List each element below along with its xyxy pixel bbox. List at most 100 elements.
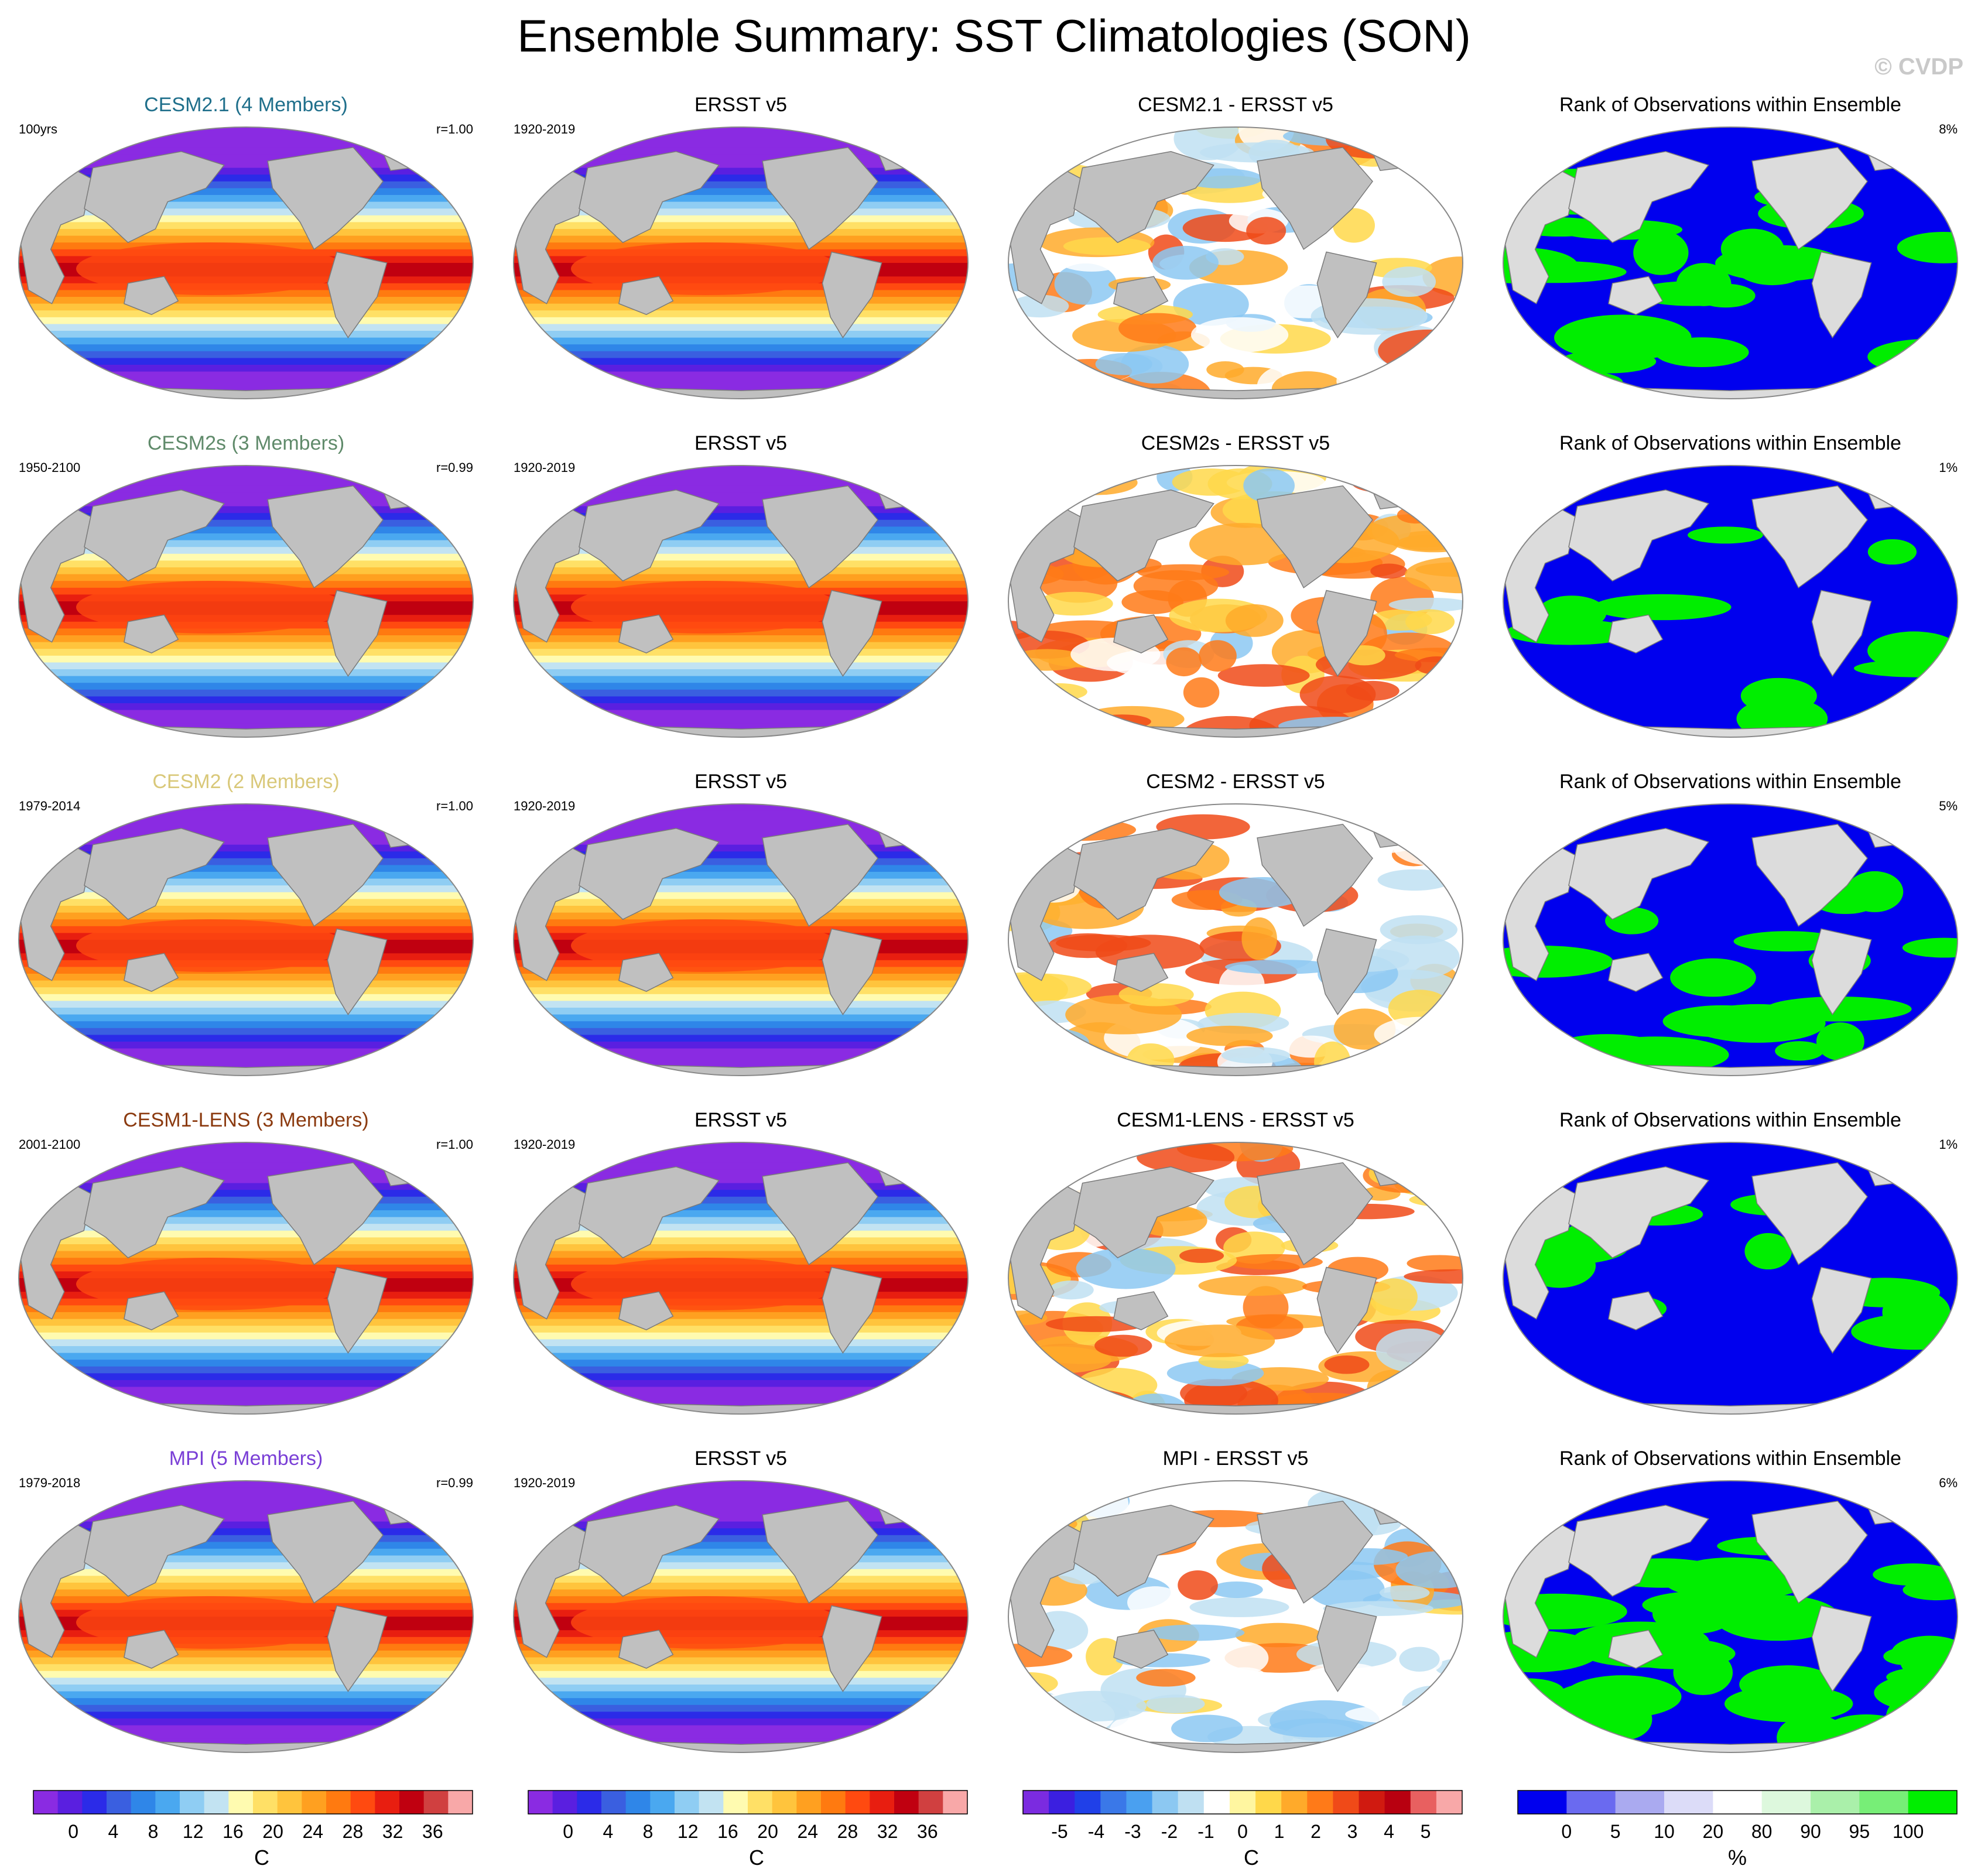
colorbar-tick-label: -4 [1087,1821,1105,1842]
map-outline [1008,465,1463,738]
sst-band [514,235,968,244]
landmass [1113,1291,1169,1331]
colorbar-swatch [1566,1791,1616,1814]
rank-high-region [1633,281,1751,306]
sst-band [514,655,968,663]
landmass [579,1505,720,1597]
diff-panel-title: CESM2.1 - ERSST v5 [1138,94,1333,116]
rank-high-region [1897,231,1958,263]
sst-band [514,1360,968,1367]
sst-band [19,1481,473,1488]
sst-band [19,1657,473,1665]
bias-blob [1418,1358,1463,1391]
sst-band [514,1237,968,1245]
colorbar-tick-label: 36 [422,1821,443,1842]
bias-blob [1225,604,1284,637]
bias-blob [1388,222,1463,250]
colorbar-swatch [1049,1791,1075,1814]
bias-blob [1198,1275,1307,1296]
colorbar-swatch [326,1791,351,1814]
rank-high-region [1633,230,1689,275]
sst-band [514,317,968,325]
colorbar-tick-label: 12 [182,1821,204,1842]
colorbar-tick-label: -2 [1161,1821,1178,1842]
panel-diff-row4: CESM1-LENS - ERSST v5 [995,1109,1476,1437]
sst-band [19,297,473,304]
bias-blob [1374,1016,1463,1052]
sst-band [514,567,968,575]
colorbar-tick-label: 10 [1654,1821,1675,1842]
sst-band [19,1515,473,1522]
sst-band [19,1576,473,1583]
landmass [579,489,720,582]
rank-high-region [1554,314,1692,361]
sst-band [514,310,968,318]
bias-blob [1379,1585,1430,1601]
bias-blob [1376,1486,1463,1506]
sst-band [19,1678,473,1685]
map-outline [1008,803,1463,1076]
sst-band [514,331,968,338]
colorbar-swatch [107,1791,132,1814]
sst-band [514,1589,968,1597]
colorbar-tick-label: 16 [717,1821,738,1842]
sst-band [19,649,473,656]
colorbar-unit: % [1727,1846,1747,1870]
colorbar-tick-label: 5 [1610,1821,1621,1842]
bias-blob [1382,827,1455,842]
bias-blob [1407,1255,1463,1272]
colorbar-swatch [1436,1791,1463,1814]
sst-band [19,141,473,148]
rank-percent-label: 6% [1939,1476,1958,1490]
sst-band [19,1312,473,1320]
colorbar-tick-label: 4 [108,1821,119,1842]
obs-map [513,465,969,738]
landmass [1073,489,1214,582]
rank-high-region [1900,1638,1956,1680]
landmass [1316,590,1377,677]
map-outline [1008,126,1463,399]
landmass [822,928,882,1015]
bias-blob [1041,804,1146,822]
bias-blob [1047,1481,1093,1510]
sst-band [514,810,968,819]
landmass [762,1162,878,1265]
colorbar-swatches [1517,1790,1958,1815]
bias-blob [1346,680,1400,701]
sst-band [19,676,473,684]
colorbar-tick-label: 20 [1702,1821,1724,1842]
rank-high-region [1902,937,1958,958]
sst-band [514,1373,968,1381]
bias-blob [1008,972,1068,1007]
sst-band [514,710,968,718]
bias-blob [1008,342,1038,364]
obs-map [513,803,969,1076]
obs-period-label: 1920-2019 [514,460,576,475]
colorbar-tick-label: 36 [917,1821,938,1842]
rank-high-region [1673,1650,1733,1696]
bias-blob [1094,1334,1152,1357]
sst-band [514,479,968,487]
sst-band [514,1014,968,1022]
sst-band [514,303,968,311]
sst-band [19,1339,473,1347]
sst-band [514,689,968,697]
colorbar-frame [1022,1790,1463,1815]
bias-blob [1190,317,1289,353]
colorbar-swatch [918,1791,943,1814]
sst-band [19,161,473,169]
sst-band [514,1664,968,1672]
bias-blob [1324,1355,1370,1374]
colorbar-swatch [228,1791,254,1814]
sst-band [19,371,473,379]
bias-blob [1314,1041,1351,1076]
sst-band [19,635,473,643]
colorbar-swatch [894,1791,919,1814]
sst-band [19,1048,473,1056]
sst-band [514,1670,968,1679]
colorbar-tick-label: 28 [837,1821,858,1842]
diff-map [1008,803,1463,1076]
sst-band [19,574,473,582]
sst-band [514,229,968,237]
sst-band [19,154,473,162]
